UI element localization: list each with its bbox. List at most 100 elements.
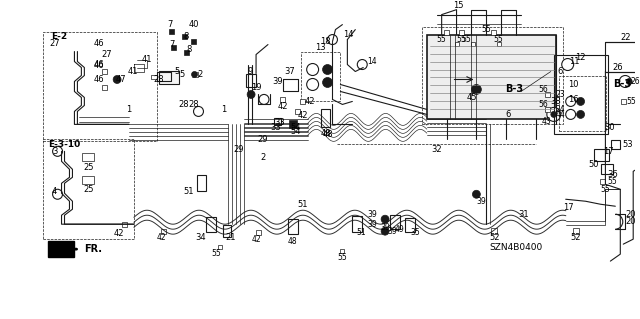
Bar [191,39,196,44]
Text: 38: 38 [550,97,561,106]
Polygon shape [47,241,74,257]
Text: 30: 30 [604,123,614,132]
Circle shape [193,107,204,116]
Text: 8: 8 [187,45,192,54]
Bar [207,217,216,232]
Text: 40: 40 [188,20,199,29]
Text: 3: 3 [52,147,57,156]
Circle shape [381,215,389,223]
Text: 55: 55 [481,25,491,34]
Text: 31: 31 [518,210,529,219]
Circle shape [52,189,63,199]
Text: 15: 15 [453,1,464,10]
Text: 29: 29 [258,135,268,144]
Circle shape [191,71,198,78]
Bar [427,34,556,119]
Bar [172,45,176,50]
Text: 2: 2 [198,70,203,79]
Bar [295,109,300,114]
Text: 7: 7 [169,40,174,49]
Bar [43,32,157,141]
Text: 20: 20 [625,217,636,226]
Text: 44: 44 [556,110,566,119]
Circle shape [357,60,367,70]
Bar [300,99,305,104]
Bar [621,99,626,104]
Bar [102,85,107,90]
Text: 17: 17 [563,203,574,212]
Text: 26: 26 [630,77,640,86]
Bar [159,70,179,85]
Text: 55: 55 [600,185,611,194]
Text: 51: 51 [356,228,366,237]
Bar [472,41,476,46]
Circle shape [323,78,333,87]
Text: 55: 55 [627,97,636,106]
Text: 27: 27 [102,50,113,59]
Text: 39: 39 [367,210,377,219]
Bar [459,30,464,35]
Text: 17: 17 [603,147,614,156]
Text: 42: 42 [252,235,261,244]
Text: B-3: B-3 [613,79,631,89]
Circle shape [113,76,121,84]
Bar [301,52,340,101]
Text: E-2: E-2 [52,32,68,41]
Text: 10: 10 [568,80,579,89]
Bar [280,97,285,102]
Bar [605,41,640,71]
Text: 13: 13 [316,43,326,52]
Text: 46: 46 [94,39,104,48]
Text: 20: 20 [625,210,636,219]
Text: E-3-10: E-3-10 [47,140,80,149]
Text: FR.: FR. [84,244,102,254]
Text: 28: 28 [154,75,164,84]
Bar [611,140,620,149]
Circle shape [577,110,584,118]
Text: 42: 42 [298,111,308,120]
Circle shape [566,96,575,107]
Bar [255,230,260,235]
Text: 14: 14 [367,57,377,66]
Bar [289,120,297,128]
Text: 54: 54 [291,123,301,132]
Text: 55: 55 [211,249,221,258]
Text: 9: 9 [248,67,253,76]
Circle shape [577,97,584,106]
Text: 32: 32 [431,145,442,154]
Text: 48: 48 [322,130,333,139]
Text: 55: 55 [493,35,503,44]
Text: 37: 37 [284,67,295,76]
Bar [545,107,550,112]
Text: 26: 26 [612,63,623,72]
Bar [454,41,458,46]
Text: 5: 5 [174,67,179,76]
Circle shape [328,34,337,45]
Text: 6: 6 [558,67,563,76]
Text: SZN4B0400: SZN4B0400 [490,243,543,252]
Text: 29: 29 [233,145,243,154]
Bar [122,222,127,227]
Bar [102,69,107,74]
Text: 25: 25 [83,185,93,194]
Text: 28: 28 [188,100,199,109]
Circle shape [472,85,481,94]
Text: 7: 7 [167,20,172,29]
Circle shape [547,108,561,122]
Text: 1: 1 [126,105,132,114]
Bar [545,92,550,97]
Circle shape [562,58,573,70]
Text: 47: 47 [116,75,126,84]
Text: 24: 24 [556,105,566,114]
Bar [196,175,207,191]
Text: 33: 33 [275,118,285,127]
Text: 8: 8 [184,32,189,41]
Text: 22: 22 [620,33,630,42]
Bar [353,216,362,232]
Text: 16: 16 [568,95,579,104]
Bar [182,34,187,39]
Bar [275,118,282,125]
Text: 2: 2 [260,153,266,162]
Text: 28: 28 [179,100,189,109]
Text: 46: 46 [94,75,104,84]
